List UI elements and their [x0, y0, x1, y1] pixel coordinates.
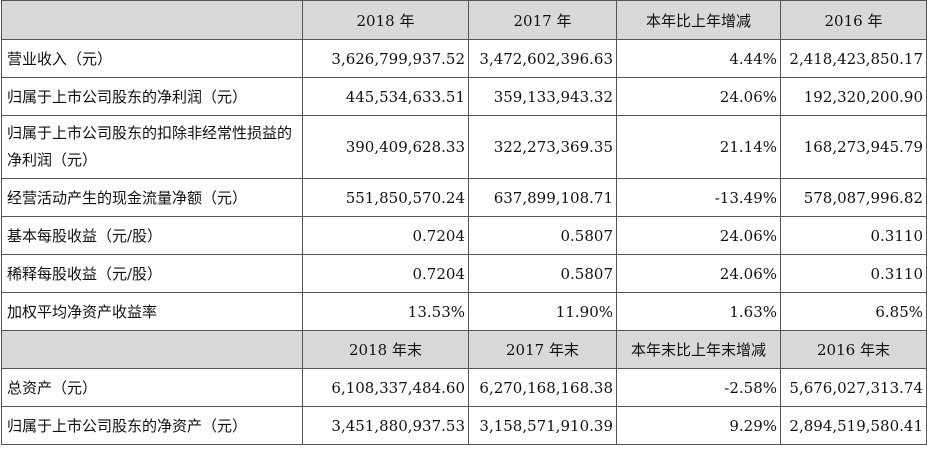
value-2018-end: 3,451,880,937.53 [302, 406, 469, 445]
value-2018: 0.7204 [302, 254, 469, 293]
row-label: 归属于上市公司股东的净资产（元） [1, 406, 303, 445]
value-2018: 551,850,570.24 [302, 178, 469, 217]
value-change: -13.49% [616, 178, 781, 217]
header-row-annual: 2018 年 2017 年 本年比上年增减 2016 年 [1, 0, 927, 40]
value-2016: 0.3110 [780, 216, 927, 255]
value-2018: 0.7204 [302, 216, 469, 255]
table-row: 归属于上市公司股东的净资产（元） 3,451,880,937.53 3,158,… [1, 406, 927, 445]
value-2018-end: 6,108,337,484.60 [302, 368, 469, 407]
value-2016-end: 5,676,027,313.74 [780, 368, 927, 407]
table-row: 经营活动产生的现金流量净额（元） 551,850,570.24 637,899,… [1, 178, 927, 217]
value-change: 24.06% [616, 77, 781, 116]
col-header-change: 本年比上年增减 [616, 0, 781, 40]
value-change: 1.63% [616, 292, 781, 331]
value-2017-end: 3,158,571,910.39 [468, 406, 617, 445]
table-row: 基本每股收益（元/股） 0.7204 0.5807 24.06% 0.3110 [1, 216, 927, 255]
table-row: 稀释每股收益（元/股） 0.7204 0.5807 24.06% 0.3110 [1, 254, 927, 293]
value-2018: 13.53% [302, 292, 469, 331]
value-2017: 637,899,108.71 [468, 178, 617, 217]
row-label: 归属于上市公司股东的净利润（元） [1, 77, 303, 116]
col-header-2016-end: 2016 年末 [780, 330, 927, 369]
row-label: 总资产（元） [1, 368, 303, 407]
value-2017: 0.5807 [468, 254, 617, 293]
header-row-year-end: 2018 年末 2017 年末 本年末比上年末增减 2016 年末 [1, 330, 927, 369]
table-row: 总资产（元） 6,108,337,484.60 6,270,168,168.38… [1, 368, 927, 407]
value-2016: 168,273,945.79 [780, 115, 927, 179]
row-label: 归属于上市公司股东的扣除非经常性损益的净利润（元） [1, 115, 303, 179]
row-label: 基本每股收益（元/股） [1, 216, 303, 255]
value-change: 21.14% [616, 115, 781, 179]
financial-summary-table: 2018 年 2017 年 本年比上年增减 2016 年 营业收入（元） 3,6… [1, 0, 927, 445]
value-2016: 0.3110 [780, 254, 927, 293]
value-2017: 0.5807 [468, 216, 617, 255]
value-2017: 359,133,943.32 [468, 77, 617, 116]
value-2017-end: 6,270,168,168.38 [468, 368, 617, 407]
value-2018: 445,534,633.51 [302, 77, 469, 116]
col-header-2016: 2016 年 [780, 0, 927, 40]
header-blank-cell [1, 330, 303, 369]
value-2017: 322,273,369.35 [468, 115, 617, 179]
value-change: 24.06% [616, 216, 781, 255]
value-2016: 192,320,200.90 [780, 77, 927, 116]
table-row: 归属于上市公司股东的净利润（元） 445,534,633.51 359,133,… [1, 77, 927, 116]
header-blank-cell [1, 0, 303, 40]
col-header-2017-end: 2017 年末 [468, 330, 617, 369]
value-2016: 6.85% [780, 292, 927, 331]
value-2017: 11.90% [468, 292, 617, 331]
row-label: 稀释每股收益（元/股） [1, 254, 303, 293]
value-2017: 3,472,602,396.63 [468, 39, 617, 78]
value-change: 24.06% [616, 254, 781, 293]
row-label: 营业收入（元） [1, 39, 303, 78]
value-change-end: -2.58% [616, 368, 781, 407]
value-2016: 2,418,423,850.17 [780, 39, 927, 78]
col-header-2018-end: 2018 年末 [302, 330, 469, 369]
table-row: 营业收入（元） 3,626,799,937.52 3,472,602,396.6… [1, 39, 927, 78]
value-2016-end: 2,894,519,580.41 [780, 406, 927, 445]
value-2016: 578,087,996.82 [780, 178, 927, 217]
table-row: 加权平均净资产收益率 13.53% 11.90% 1.63% 6.85% [1, 292, 927, 331]
value-2018: 3,626,799,937.52 [302, 39, 469, 78]
col-header-2018: 2018 年 [302, 0, 469, 40]
row-label: 经营活动产生的现金流量净额（元） [1, 178, 303, 217]
table-row: 归属于上市公司股东的扣除非经常性损益的净利润（元） 390,409,628.33… [1, 115, 927, 179]
row-label: 加权平均净资产收益率 [1, 292, 303, 331]
value-change: 4.44% [616, 39, 781, 78]
col-header-2017: 2017 年 [468, 0, 617, 40]
col-header-change-end: 本年末比上年末增减 [616, 330, 781, 369]
value-change-end: 9.29% [616, 406, 781, 445]
value-2018: 390,409,628.33 [302, 115, 469, 179]
